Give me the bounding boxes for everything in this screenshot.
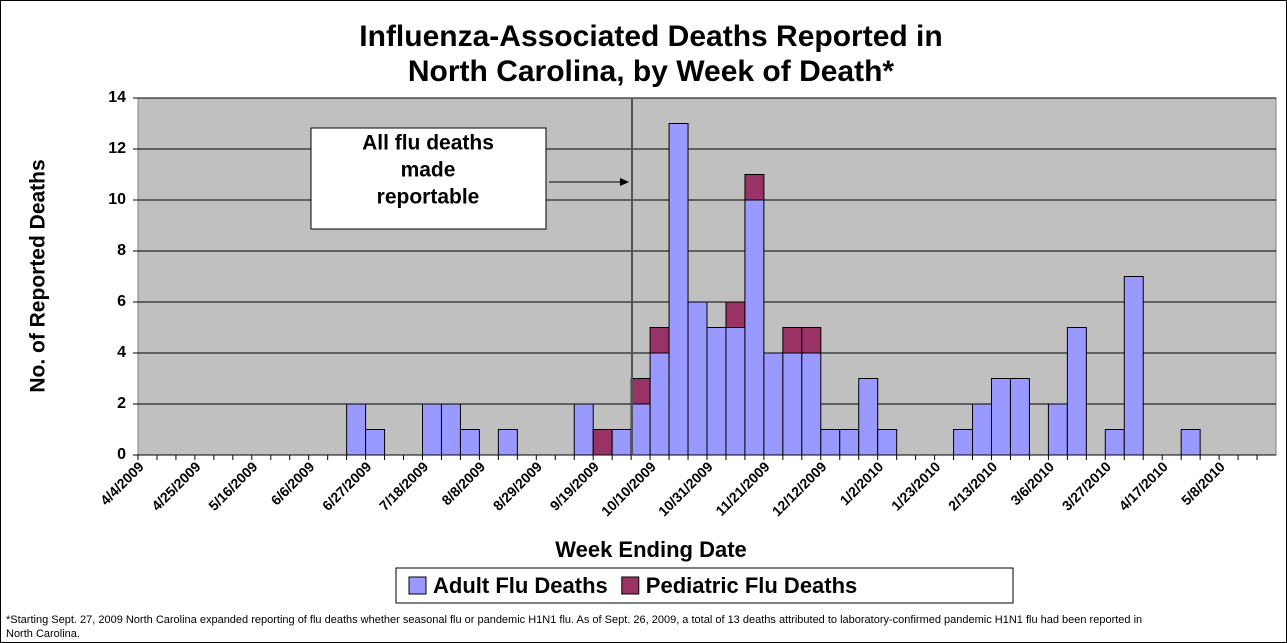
legend-swatch — [408, 576, 427, 595]
annotation: All flu deaths — [362, 132, 494, 155]
x-tick-label: 4/4/2009 — [97, 458, 147, 508]
bar — [365, 429, 386, 456]
y-tick-label: 12 — [108, 140, 126, 157]
bar — [422, 403, 442, 456]
bar — [820, 429, 841, 456]
x-axis-label: Week Ending Date — [555, 537, 747, 562]
y-tick-label: 14 — [108, 89, 126, 106]
annotation-box — [310, 127, 547, 230]
bar — [782, 327, 803, 354]
annotation: made — [401, 159, 456, 182]
x-tick-label: 10/31/2009 — [655, 458, 716, 519]
bar — [1066, 327, 1087, 456]
bar — [1047, 403, 1068, 456]
x-tick-label: 12/12/2009 — [769, 458, 830, 519]
bar — [1180, 429, 1201, 456]
legend-box — [395, 567, 1014, 604]
bar — [839, 429, 860, 456]
bar — [725, 327, 746, 456]
y-tick-label: 6 — [117, 293, 126, 310]
x-tick-label: 3/6/2010 — [1007, 458, 1057, 508]
x-tick-label: 8/8/2009 — [438, 458, 488, 508]
bar — [972, 403, 992, 456]
x-tick-label: 4/17/2010 — [1116, 458, 1172, 514]
footnote: *Starting Sept. 27, 2009 North Carolina … — [6, 614, 1143, 640]
y-tick-label: 0 — [117, 446, 126, 463]
x-tick-label: 7/18/2009 — [376, 458, 432, 514]
x-tick-label: 4/25/2009 — [148, 458, 204, 514]
bar — [611, 429, 632, 456]
x-tick-label: 2/13/2010 — [945, 458, 1001, 514]
legend-label: Adult Flu Deaths — [433, 573, 608, 598]
x-tick-label: 6/6/2009 — [268, 458, 318, 508]
bar — [687, 301, 708, 456]
y-tick-label: 4 — [117, 344, 126, 361]
y-tick-label: 2 — [117, 395, 126, 412]
y-tick-label: 8 — [117, 242, 126, 259]
x-tick-label: 6/27/2009 — [319, 458, 375, 514]
bar — [440, 403, 461, 456]
bar — [649, 352, 670, 456]
x-tick-label: 3/27/2010 — [1059, 458, 1115, 514]
bar — [346, 403, 367, 456]
bar — [1104, 429, 1125, 456]
bar — [1009, 378, 1030, 456]
x-tick-label: 1/2/2010 — [837, 458, 887, 508]
legend-swatch — [621, 576, 640, 595]
bar — [991, 378, 1011, 456]
x-tick-label: 9/19/2009 — [547, 458, 603, 514]
bar — [459, 429, 480, 456]
bar — [497, 429, 518, 456]
bar — [725, 301, 746, 328]
x-tick-label: 5/8/2010 — [1178, 458, 1228, 508]
bar — [763, 352, 784, 456]
arrow-head — [620, 178, 629, 186]
y-tick-label: 10 — [108, 191, 126, 208]
bar — [953, 429, 974, 456]
bar — [782, 352, 803, 456]
x-tick-label: 8/29/2009 — [490, 458, 546, 514]
bar — [592, 429, 613, 456]
y-axis-label: No. of Reported Deaths — [27, 159, 50, 392]
x-tick-label: 5/16/2009 — [205, 458, 261, 514]
bar — [877, 429, 898, 456]
chart: Influenza-Associated Deaths Reported in … — [27, 20, 1277, 604]
x-tick-label: 11/21/2009 — [712, 458, 772, 518]
annotation: reportable — [377, 186, 480, 209]
bar — [744, 174, 765, 201]
bar — [573, 403, 594, 456]
bar — [668, 123, 689, 456]
bar — [744, 199, 765, 456]
bar — [1123, 276, 1144, 456]
bar — [630, 378, 651, 405]
x-tick-label: 10/10/2009 — [598, 458, 659, 519]
bar — [801, 352, 822, 456]
legend-label: Pediatric Flu Deaths — [646, 573, 858, 598]
chart-title: North Carolina, by Week of Death* — [408, 55, 895, 88]
bar — [801, 327, 822, 354]
bar — [706, 327, 727, 456]
chart-title: Influenza-Associated Deaths Reported in — [359, 20, 942, 53]
x-tick-label: 1/23/2010 — [888, 458, 944, 514]
bar — [649, 327, 670, 354]
bar — [858, 378, 879, 456]
bar — [630, 403, 651, 456]
